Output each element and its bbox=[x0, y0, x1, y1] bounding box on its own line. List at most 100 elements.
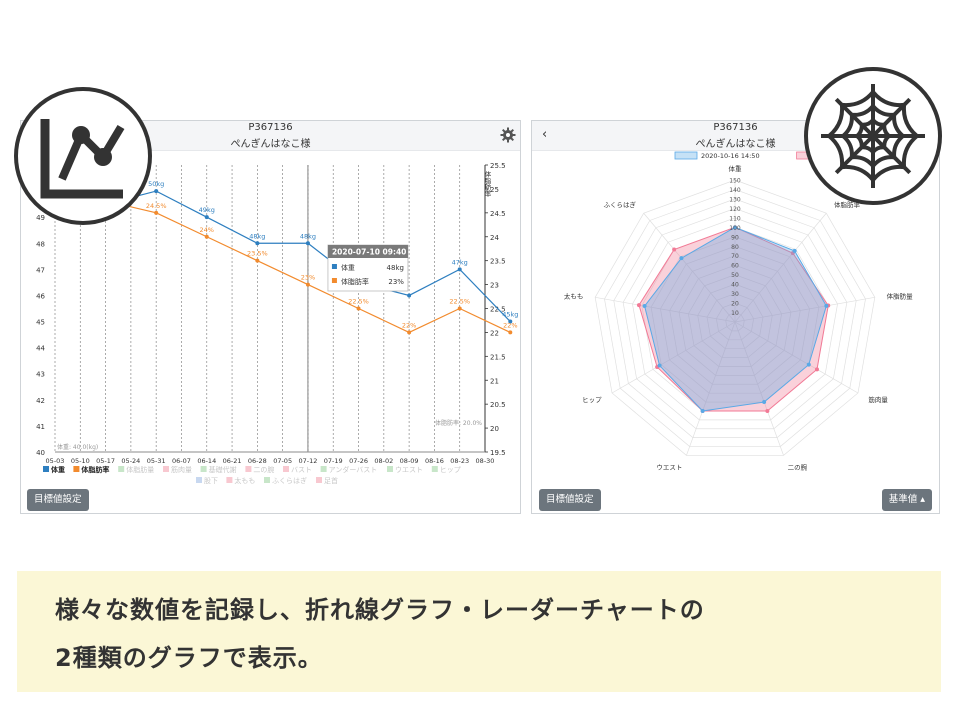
target-settings-button[interactable]: 目標値設定 bbox=[539, 489, 601, 511]
legend-item[interactable]: ウエスト bbox=[387, 466, 423, 474]
reference-value-dropdown[interactable]: 基準値 ▴ bbox=[881, 489, 932, 511]
legend-item[interactable]: ふくらはぎ bbox=[264, 476, 307, 485]
legend-swatch bbox=[431, 466, 438, 472]
y-tick-label-right: 25.5 bbox=[490, 162, 506, 170]
radar-axis-label: ふくらはぎ bbox=[604, 200, 637, 209]
legend-item[interactable]: 2020-10-16 14:50 bbox=[674, 151, 760, 160]
legend-label: 体脂肪量 bbox=[126, 465, 154, 474]
radar-spoke bbox=[734, 212, 827, 323]
tooltip-label: 体重 bbox=[341, 263, 355, 272]
radar-axis-label: 体脂肪率 bbox=[834, 200, 861, 209]
y-tick-label-left: 46 bbox=[36, 292, 45, 300]
x-tick-label: 07-05 bbox=[273, 457, 292, 465]
y-tick-label-right: 20.5 bbox=[490, 401, 506, 409]
data-point bbox=[407, 293, 412, 298]
legend-item[interactable]: 体脂肪量 bbox=[118, 465, 154, 474]
data-point bbox=[305, 241, 310, 246]
legend-swatch bbox=[226, 477, 233, 483]
legend-swatch bbox=[674, 151, 698, 160]
tooltip-label: 体脂肪率 bbox=[341, 277, 369, 286]
data-point bbox=[204, 234, 209, 239]
x-tick-label: 07-12 bbox=[298, 457, 317, 465]
radar-point bbox=[814, 367, 819, 372]
legend-item[interactable]: アンダーバスト bbox=[320, 465, 378, 474]
data-label: 47kg bbox=[452, 258, 468, 266]
patient-id: P367136 bbox=[713, 122, 758, 133]
data-point bbox=[204, 215, 209, 220]
radar-spoke bbox=[734, 321, 784, 456]
radar-grid-ring bbox=[613, 198, 857, 438]
legend-item[interactable]: 体重 bbox=[43, 465, 65, 474]
y-tick-label-right: 23 bbox=[490, 282, 499, 290]
legend-swatch bbox=[264, 477, 270, 483]
radar-axis-label: ウエスト bbox=[656, 464, 682, 472]
legend-item[interactable]: ヒップ bbox=[431, 466, 461, 474]
radar-spoke bbox=[734, 321, 859, 394]
legend-label: 体脂肪率 bbox=[81, 465, 109, 474]
data-label: 50kg bbox=[148, 180, 164, 188]
data-point bbox=[407, 330, 412, 335]
data-label: 23% bbox=[301, 274, 315, 282]
radar-grid-ring bbox=[632, 217, 838, 421]
fat-target-label: 体脂肪率: 20.0% bbox=[435, 419, 482, 427]
radar-point bbox=[824, 303, 829, 308]
spider-web-icon bbox=[804, 67, 942, 205]
data-label: 23.5% bbox=[247, 250, 268, 258]
legend-label: 足首 bbox=[324, 476, 338, 485]
data-label: 22.5% bbox=[449, 298, 470, 306]
radar-grid-ring bbox=[725, 312, 745, 332]
legend-swatch bbox=[283, 466, 289, 472]
legend-label: ウエスト bbox=[395, 466, 423, 474]
radar-tick-label: 70 bbox=[731, 253, 739, 260]
radar-grid-ring bbox=[660, 245, 810, 394]
radar-axis-label: 体重 bbox=[729, 164, 743, 173]
back-icon[interactable]: ‹ bbox=[542, 127, 548, 142]
patient-name: ぺんぎんはなこ様 bbox=[230, 139, 311, 150]
legend-item[interactable]: 筋肉量 bbox=[163, 465, 192, 474]
legend-item[interactable]: 足首 bbox=[316, 476, 338, 485]
radar-axis-label: ヒップ bbox=[582, 396, 602, 404]
legend-item[interactable]: 太もも bbox=[226, 476, 255, 485]
line-chart: 40 41 42 43 44 45 46 47 48 49 19.5 20 20.5 21 21.5 22 22… bbox=[36, 162, 518, 485]
y-tick-label-left: 40 bbox=[36, 449, 45, 457]
target-settings-button[interactable]: 目標値設定 bbox=[27, 489, 89, 511]
radar-tick-label: 100 bbox=[729, 225, 741, 232]
y-tick-label-right: 24.5 bbox=[490, 210, 506, 218]
right-axis-title: 体脂肪率 bbox=[483, 170, 491, 199]
data-label: 45kg bbox=[502, 311, 518, 319]
legend-item[interactable]: 二の腕 bbox=[245, 465, 274, 474]
legend-item[interactable]: バスト bbox=[283, 466, 312, 474]
radar-point bbox=[679, 256, 684, 261]
legend-item[interactable]: 基礎代謝 bbox=[200, 465, 237, 474]
patient-id: P367136 bbox=[248, 122, 293, 133]
data-label: 22% bbox=[402, 321, 416, 329]
legend-label: 基礎代謝 bbox=[209, 465, 237, 474]
y-tick-label-right: 24 bbox=[490, 234, 499, 242]
x-tick-label: 08-16 bbox=[425, 457, 444, 465]
data-label: 48kg bbox=[300, 232, 316, 240]
data-point bbox=[457, 306, 462, 311]
legend-swatch bbox=[320, 466, 327, 472]
y-tick-label-right: 25 bbox=[490, 186, 499, 194]
radar-point bbox=[672, 247, 677, 252]
x-tick-label: 08-09 bbox=[400, 457, 419, 465]
legend-swatch bbox=[73, 466, 80, 472]
radar-spoke bbox=[595, 296, 736, 323]
radar-tick-label: 90 bbox=[731, 234, 739, 241]
x-tick-label: 06-07 bbox=[172, 457, 191, 465]
y-tick-label-right: 22 bbox=[490, 329, 499, 337]
weight-target-label: 体重: 40.0(kg) bbox=[57, 443, 98, 451]
radar-point bbox=[642, 304, 647, 309]
radar-grid-ring bbox=[688, 274, 782, 367]
radar-grid-ring bbox=[706, 293, 764, 350]
legend-item[interactable]: 股下 bbox=[196, 477, 218, 485]
data-label: 24.5% bbox=[146, 202, 167, 210]
gear-icon[interactable] bbox=[500, 127, 516, 143]
radar-tick-label: 150 bbox=[729, 178, 741, 185]
y-tick-label-left: 45 bbox=[36, 319, 45, 327]
legend-item[interactable]: 体脂肪率 bbox=[73, 465, 109, 474]
radar-tick-label: 140 bbox=[729, 187, 741, 194]
radar-point bbox=[806, 362, 811, 367]
data-point bbox=[154, 189, 159, 194]
